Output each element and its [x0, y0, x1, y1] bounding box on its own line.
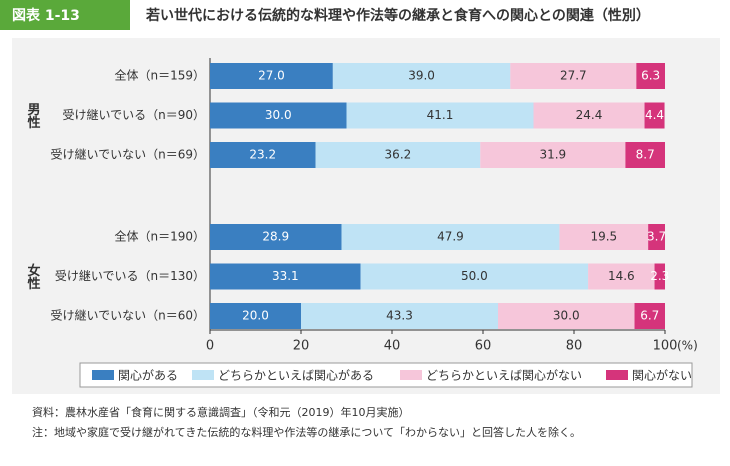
bar-segment — [210, 303, 301, 329]
value-label: 27.0 — [258, 69, 285, 83]
panel — [12, 38, 720, 394]
value-label: 20.0 — [242, 309, 269, 323]
bar-segment — [559, 224, 649, 250]
value-label: 36.2 — [385, 148, 412, 162]
value-label: 4.4 — [645, 108, 664, 122]
bar-segment — [588, 263, 655, 290]
value-label: 6.7 — [640, 309, 659, 323]
bar-segment — [360, 263, 589, 290]
bar-segment — [533, 102, 645, 129]
badge: 図表 1-13 — [12, 7, 80, 24]
bar-segment — [315, 142, 481, 168]
x-tick-label: 100 — [653, 339, 678, 354]
bar-segment — [480, 142, 626, 168]
x-tick-label: 20 — [293, 339, 310, 354]
category-label: 全体（n＝190） — [114, 229, 205, 244]
x-tick-label: 60 — [475, 339, 492, 354]
value-label: 50.0 — [461, 269, 488, 283]
title: 若い世代における伝統的な料理や作法等の継承と食育への関心との関連（性別） — [145, 7, 650, 24]
bar-segment — [210, 263, 361, 290]
bar-segment — [636, 63, 665, 89]
x-tick-label: 80 — [566, 339, 583, 354]
bar-segment — [510, 63, 637, 89]
x-tick-label: 40 — [384, 339, 401, 354]
category-label: 受け継いでいない（n＝69） — [50, 147, 205, 162]
x-unit: (%) — [677, 339, 698, 353]
value-label: 27.7 — [560, 69, 587, 83]
legend-swatch — [606, 370, 628, 380]
value-label: 2.3 — [650, 269, 669, 283]
bar-segment — [625, 142, 665, 168]
value-label: 33.1 — [272, 269, 299, 283]
value-label: 28.9 — [262, 230, 289, 244]
note: 注：地域や家庭で受け継がれてきた伝統的な料理や作法等の継承について「わからない」… — [32, 425, 581, 439]
bar-segment — [210, 102, 347, 129]
x-tick-label: 0 — [206, 339, 214, 354]
bar-segment — [301, 303, 499, 329]
legend-label: 関心がない — [632, 368, 692, 383]
value-label: 8.7 — [636, 148, 655, 162]
value-label: 3.7 — [647, 230, 666, 244]
value-label: 43.3 — [386, 309, 413, 323]
bar-segment — [332, 63, 511, 89]
value-label: 14.6 — [608, 269, 635, 283]
bar-segment — [654, 263, 665, 290]
legend-label: どちらかといえば関心がない — [426, 368, 582, 383]
value-label: 31.9 — [539, 148, 566, 162]
legend-label: どちらかといえば関心がある — [218, 368, 374, 383]
bar-segment — [346, 102, 534, 129]
value-label: 24.4 — [576, 108, 603, 122]
legend-label: 関心がある — [118, 368, 178, 383]
value-label: 41.1 — [427, 108, 454, 122]
bar-segment — [210, 63, 333, 89]
value-label: 30.0 — [553, 309, 580, 323]
bar-segment — [210, 224, 342, 250]
value-label: 30.0 — [265, 108, 292, 122]
value-label: 23.2 — [249, 148, 276, 162]
category-label: 全体（n＝159） — [114, 68, 205, 83]
bar-segment — [341, 224, 560, 250]
group-label: 男性 — [25, 103, 41, 129]
category-label: 受け継いでいる（n＝130） — [55, 268, 205, 283]
bar-segment — [648, 224, 665, 250]
value-label: 19.5 — [590, 230, 617, 244]
legend-swatch — [192, 370, 214, 380]
legend-box — [79, 362, 693, 388]
bar-segment — [498, 303, 635, 329]
legend-swatch — [400, 370, 422, 380]
value-label: 6.3 — [641, 69, 660, 83]
legend-swatch — [92, 370, 114, 380]
value-label: 47.9 — [437, 230, 464, 244]
category-label: 受け継いでいない（n＝60） — [50, 308, 205, 323]
badge-bg — [0, 0, 130, 30]
category-label: 受け継いでいる（n＝90） — [62, 107, 205, 122]
bar-segment — [210, 142, 316, 168]
group-label: 女性 — [25, 263, 41, 290]
note: 資料：農林水産省「食育に関する意識調査」（令和元（2019）年10月実施） — [32, 405, 410, 419]
value-label: 39.0 — [408, 69, 435, 83]
bar-segment — [634, 303, 665, 329]
bar-segment — [644, 102, 665, 129]
